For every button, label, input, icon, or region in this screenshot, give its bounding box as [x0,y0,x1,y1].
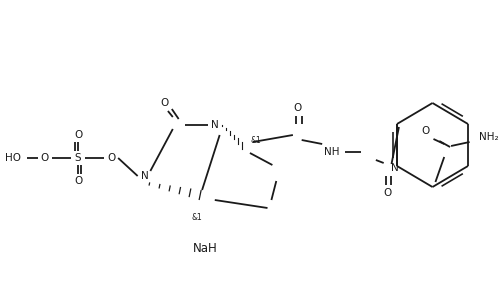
Text: NH: NH [324,147,340,157]
Text: O: O [41,153,49,163]
Text: O: O [107,153,115,163]
Text: N: N [211,120,218,130]
Text: O: O [74,176,82,186]
Text: S: S [75,153,82,163]
Text: NH₂: NH₂ [479,132,499,142]
Text: &1: &1 [250,136,261,144]
Text: O: O [421,126,430,136]
Text: O: O [160,98,168,108]
Text: O: O [294,103,302,113]
Text: O: O [383,188,392,198]
Text: HO: HO [6,153,22,163]
Text: N: N [391,163,399,173]
Text: N: N [141,171,148,181]
Text: O: O [74,130,82,140]
Text: NaH: NaH [193,242,217,255]
Text: &1: &1 [192,213,202,223]
